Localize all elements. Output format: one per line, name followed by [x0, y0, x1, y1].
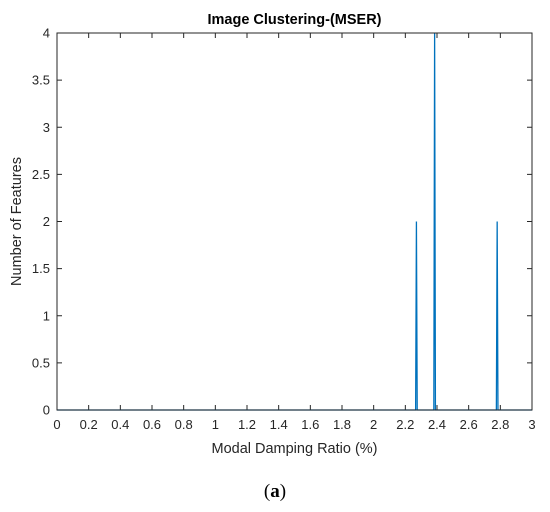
x-tick-label: 0.6	[143, 417, 161, 432]
x-tick-label: 1.6	[301, 417, 319, 432]
x-tick-label: 1	[212, 417, 219, 432]
y-tick-label: 0.5	[32, 355, 50, 370]
x-tick-label: 2.2	[396, 417, 414, 432]
x-tick-label: 0	[53, 417, 60, 432]
x-tick-label: 2.4	[428, 417, 446, 432]
y-tick-label: 3.5	[32, 73, 50, 88]
x-tick-label: 0.2	[80, 417, 98, 432]
caption-close: )	[279, 481, 287, 502]
chart: 0 0.2 0.4 0.6 0.8 1 1.2 1.4 1.6 1.8 2 2.2 2.4 2.6 2.8 3…	[9, 12, 536, 457]
x-axis: 0 0.2 0.4 0.6 0.8 1 1.2 1.4 1.6 1.8 2 2.2 2.4 2.6 2.8 3	[53, 33, 536, 432]
x-tick-label: 2.6	[460, 417, 478, 432]
x-tick-label: 2	[370, 417, 377, 432]
y-tick-label: 3	[43, 120, 50, 135]
y-tick-label: 0	[43, 403, 50, 418]
x-axis-title: Modal Damping Ratio (%)	[211, 441, 377, 457]
y-tick-label: 1	[43, 308, 50, 323]
caption-letter: a	[270, 481, 280, 502]
plot-frame	[56, 32, 533, 411]
y-tick-label: 4	[43, 26, 50, 41]
y-axis: 0 0.5 1 1.5 2 2.5 3 3.5 4	[32, 26, 532, 418]
figure-caption: (a)	[0, 481, 550, 503]
y-tick-label: 2.5	[32, 167, 50, 182]
x-tick-label: 1.4	[270, 417, 288, 432]
chart-title: Image Clustering-(MSER)	[207, 12, 381, 28]
x-tick-label: 3	[528, 417, 535, 432]
x-tick-label: 0.8	[175, 417, 193, 432]
x-tick-label: 0.4	[111, 417, 129, 432]
y-axis-title: Number of Features	[9, 157, 25, 286]
y-tick-label: 1.5	[32, 261, 50, 276]
y-tick-label: 2	[43, 214, 50, 229]
x-tick-label: 1.8	[333, 417, 351, 432]
plot-area	[57, 33, 532, 410]
caption-open: (	[263, 481, 271, 502]
x-tick-label: 1.2	[238, 417, 256, 432]
x-tick-label: 2.8	[491, 417, 509, 432]
